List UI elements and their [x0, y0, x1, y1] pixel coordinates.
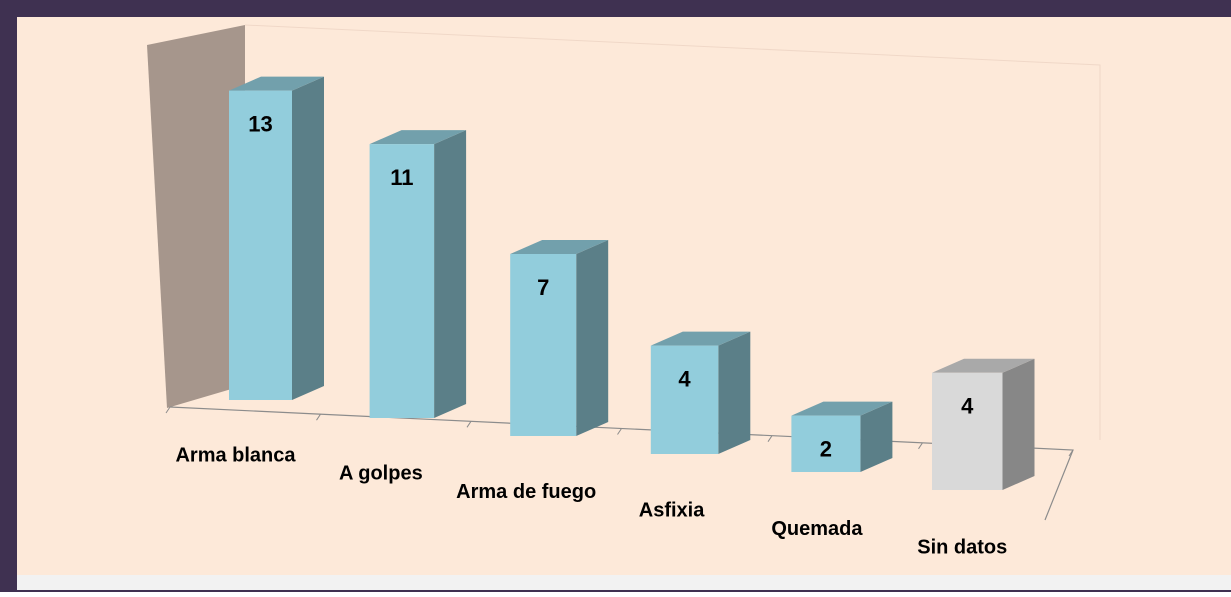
floor-tick [165, 406, 171, 414]
x-tick-label: A golpes [339, 463, 423, 485]
data-label: 13 [248, 111, 272, 136]
bar-top [510, 240, 609, 254]
data-label: 11 [390, 165, 413, 190]
x-tick-label: Sin datos [917, 536, 1007, 558]
bar-front [229, 90, 292, 400]
back-wall [244, 24, 1101, 440]
floor-tick [466, 421, 472, 428]
bottom-strip [17, 575, 1231, 590]
bar-front [650, 345, 719, 454]
bar [791, 401, 893, 472]
x-tick-label: Quemada [771, 518, 863, 540]
bar-side [860, 401, 893, 472]
data-label: 2 [820, 436, 832, 461]
side-wall [147, 25, 245, 408]
bar-side [292, 76, 324, 400]
bar [932, 358, 1035, 490]
floor-ticks [165, 406, 1074, 457]
bar-top [791, 401, 893, 416]
bar-front [932, 372, 1003, 490]
bar-top [932, 358, 1035, 373]
floor-tick [1068, 449, 1074, 457]
bar [510, 240, 609, 436]
bar-front [791, 415, 861, 472]
floor-tick [918, 442, 923, 450]
floor-tick [617, 428, 622, 435]
bar-side [434, 130, 467, 418]
x-tick-label: Arma de fuego [456, 481, 596, 503]
data-label: 7 [537, 275, 549, 300]
floor-tick [767, 435, 773, 442]
x-tick-label: Arma blanca [175, 444, 296, 466]
bar-top [229, 76, 324, 91]
bar-side [718, 331, 751, 454]
data-label: 4 [678, 366, 691, 391]
floor-tick [316, 413, 321, 421]
bar-top [650, 331, 751, 346]
bar-top [369, 130, 467, 145]
data-label: 4 [961, 394, 974, 419]
bar [369, 130, 467, 418]
bar [650, 331, 751, 454]
bar-side [576, 240, 609, 436]
bar-front [369, 144, 435, 418]
bar-front [510, 254, 577, 436]
x-tick-label: Asfixia [639, 499, 705, 521]
bar [229, 76, 324, 400]
bar-side [1002, 358, 1035, 490]
